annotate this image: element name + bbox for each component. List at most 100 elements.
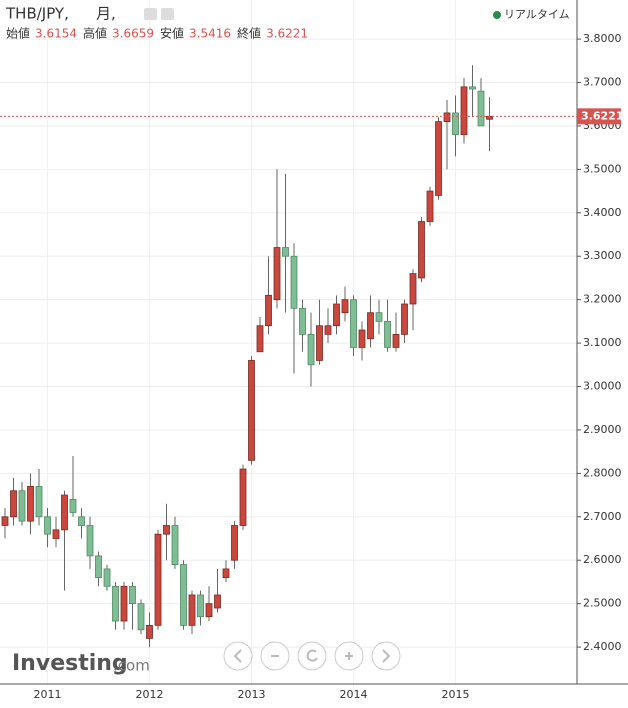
candle-body <box>384 320 391 348</box>
candle-body <box>418 221 425 279</box>
logo: Investing <box>12 651 128 676</box>
candle-body <box>95 555 102 579</box>
x-tick-label: 2015 <box>442 688 470 701</box>
candle-body <box>392 333 400 348</box>
candle-body <box>341 299 349 314</box>
candle-body <box>350 299 357 348</box>
y-tick-label: 3.2000 <box>583 293 622 306</box>
y-tick-label: 2.6000 <box>583 553 622 566</box>
candle-body <box>460 86 468 136</box>
y-tick-label: 2.7000 <box>583 510 622 523</box>
x-tick-label: 2012 <box>136 688 164 701</box>
candle-body <box>112 585 119 622</box>
candle-body <box>78 516 85 526</box>
candle-body <box>316 325 323 361</box>
candle-body <box>146 624 153 639</box>
ohlc-label: 終値 <box>237 26 261 41</box>
x-tick-label: 2011 <box>34 688 62 701</box>
last-price-label: 3.6221 <box>581 109 623 122</box>
status: リアルタイム <box>504 8 570 21</box>
candle-body <box>61 494 68 531</box>
candle-body <box>44 516 51 535</box>
candle-body <box>35 485 43 518</box>
candle-body <box>299 307 306 335</box>
y-tick-label: 3.0000 <box>583 380 622 393</box>
candle-body <box>1 516 9 526</box>
candle-body <box>86 525 94 557</box>
candle-body <box>163 525 170 535</box>
candle-body <box>129 585 136 605</box>
candle-body <box>358 329 366 348</box>
candle-body <box>239 468 247 526</box>
candle-body <box>18 490 26 522</box>
ohlc-value: 3.6659 <box>112 27 154 41</box>
zoom-icons <box>306 649 318 662</box>
ohlc-label: 始値 <box>6 26 30 41</box>
plot <box>1 65 493 648</box>
candle-body <box>273 247 281 301</box>
y-tick-label: 3.8000 <box>583 32 622 45</box>
candle-body <box>120 585 128 622</box>
ohlc-label: 高値 <box>83 26 107 41</box>
candle-body <box>180 564 187 626</box>
ohlc-value: 3.6154 <box>35 27 77 41</box>
candle-body <box>443 112 451 122</box>
candle-body <box>333 303 340 327</box>
y-tick-label: 2.4000 <box>583 640 622 653</box>
zoom-controls <box>223 641 401 671</box>
candle-body <box>401 303 408 335</box>
y-tick-label: 3.5000 <box>583 162 622 175</box>
candle-body <box>426 190 434 222</box>
candle-body <box>69 499 77 513</box>
candle-body <box>222 568 230 579</box>
ohlc-value: 3.5416 <box>189 27 231 41</box>
candle-body <box>188 594 196 626</box>
chart-title: THB/JPY, <box>5 5 69 23</box>
zoom-button[interactable] <box>223 641 253 671</box>
zoom-button[interactable] <box>297 641 327 671</box>
y-tick-label: 2.8000 <box>583 466 622 479</box>
candle-body <box>435 121 442 196</box>
x-tick-label: 2014 <box>340 688 368 701</box>
zoom-button[interactable] <box>371 641 401 671</box>
candle-body <box>137 603 145 631</box>
ohlc-label: 安値 <box>160 26 184 41</box>
candle-body <box>375 312 383 322</box>
candle-body <box>52 529 60 539</box>
candle-body <box>265 294 272 327</box>
y-tick-label: 3.7000 <box>583 76 622 89</box>
logo-suffix: .com <box>113 657 150 675</box>
candle-body <box>324 325 332 335</box>
ohlc-value: 3.6221 <box>266 27 308 41</box>
y-tick-label: 3.4000 <box>583 206 622 219</box>
candle-body <box>248 360 255 461</box>
candle-body <box>452 112 459 136</box>
candle-body <box>282 247 289 257</box>
candle-body <box>290 255 298 309</box>
icon[interactable] <box>144 8 157 20</box>
candle-body <box>197 594 204 618</box>
candle-body <box>231 525 238 561</box>
candle-body <box>477 90 485 127</box>
y-tick-label: 2.5000 <box>583 597 622 610</box>
candle-body <box>27 485 34 522</box>
ohlc-header: 始値 3.6154 高値 3.6659 安値 3.5416 終値 3.6221 <box>6 26 308 41</box>
candle-body <box>367 312 374 340</box>
status-dot <box>493 11 501 19</box>
candle-body <box>205 603 213 618</box>
candle-body <box>10 490 17 518</box>
last-price-box <box>577 108 621 125</box>
candle-body <box>469 86 476 90</box>
candle-body <box>307 333 315 366</box>
y-tick-label: 2.9000 <box>583 423 622 436</box>
zoom-icons <box>233 649 391 663</box>
candle-body <box>214 594 221 609</box>
x-tick-label: 2013 <box>238 688 266 701</box>
icon[interactable] <box>161 8 174 20</box>
candle-body <box>103 568 111 587</box>
candle-body <box>171 525 179 565</box>
candle-body <box>409 273 417 305</box>
candle-body <box>256 325 264 353</box>
interval: 月, <box>96 5 116 23</box>
